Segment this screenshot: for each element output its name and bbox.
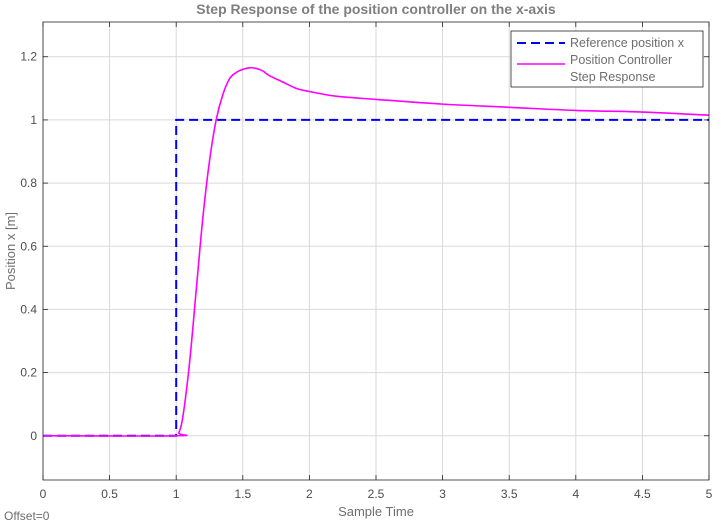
x-tick-label: 2.5: [368, 487, 385, 501]
y-tick-labels: 0 0.2 0.4 0.6 0.8 1 1.2: [20, 50, 37, 443]
legend-label-step-response-line1: Position Controller: [570, 53, 672, 67]
x-tick-label: 0.5: [101, 487, 118, 501]
step-response-line: [42, 66, 710, 437]
grid: [42, 22, 710, 480]
chart-title: Step Response of the position controller…: [196, 1, 556, 17]
x-tick-label: 0: [40, 487, 47, 501]
x-tick-label: 4: [572, 487, 579, 501]
y-tick-label: 0.8: [20, 176, 37, 190]
offset-label: Offset=0: [4, 509, 50, 523]
y-tick-label: 0.4: [20, 302, 37, 316]
x-tick-label: 3: [439, 487, 446, 501]
y-tick-label: 0.2: [20, 366, 37, 380]
legend-label-reference: Reference position x: [570, 36, 685, 50]
y-tick-label: 0.6: [20, 239, 37, 253]
legend-box: [510, 30, 704, 88]
plot-lines: [42, 66, 710, 437]
x-tick-label: 1: [173, 487, 180, 501]
y-axis-label: Position x [m]: [3, 212, 18, 290]
x-axis-label: Sample Time: [338, 504, 414, 519]
y-tick-label: 1: [30, 113, 37, 127]
x-tick-label: 2: [306, 487, 313, 501]
y-tick-label: 1.2: [20, 50, 37, 64]
reference-position-line: [43, 118, 709, 437]
legend: Reference position x Position Controller…: [510, 30, 704, 88]
x-tick-label: 4.5: [634, 487, 651, 501]
x-tick-label: 1.5: [234, 487, 251, 501]
x-tick-label: 5: [706, 487, 713, 501]
legend-label-step-response-line2: Step Response: [570, 70, 656, 84]
y-tick-label: 0: [30, 429, 37, 443]
x-tick-label: 3.5: [501, 487, 518, 501]
axes-frame: [42, 21, 710, 481]
x-tick-labels: 0 0.5 1 1.5 2 2.5 3 3.5 4 4.5 5: [40, 487, 713, 501]
